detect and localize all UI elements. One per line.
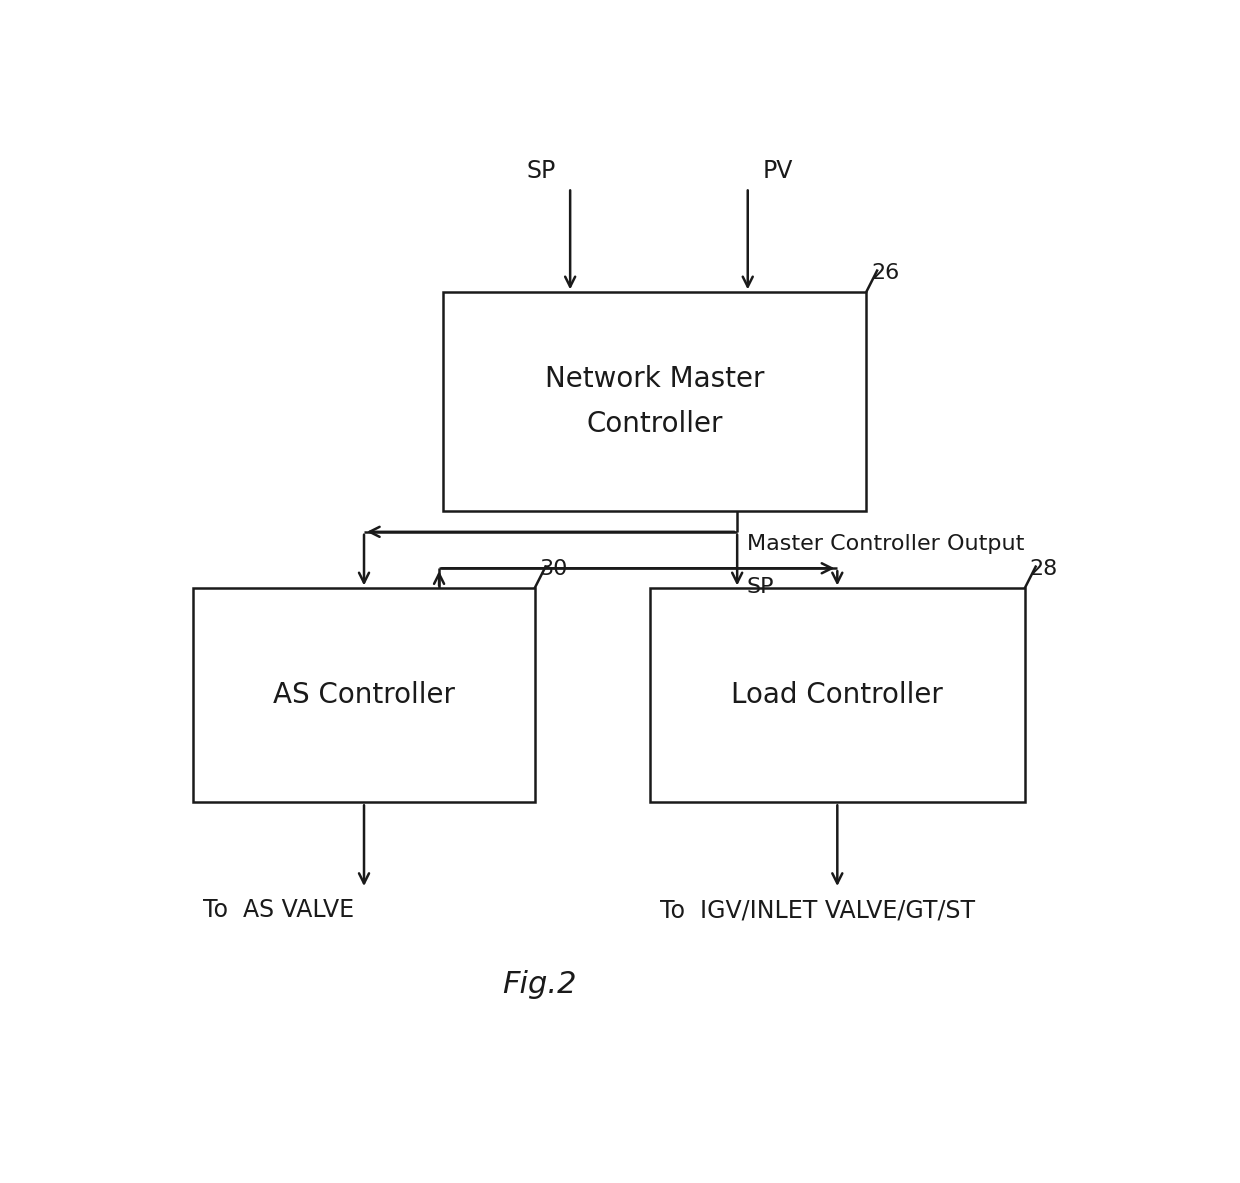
Text: SP: SP <box>746 577 774 597</box>
Text: PV: PV <box>763 159 792 183</box>
Text: 30: 30 <box>539 560 568 580</box>
Text: 28: 28 <box>1029 560 1058 580</box>
Text: To  AS VALVE: To AS VALVE <box>203 898 355 922</box>
Bar <box>193 588 534 802</box>
Text: Network Master
Controller: Network Master Controller <box>544 364 765 439</box>
Bar <box>444 292 866 511</box>
Text: Fig.2: Fig.2 <box>502 970 577 1000</box>
Text: Load Controller: Load Controller <box>732 681 944 710</box>
Text: To  IGV/INLET VALVE/GT/ST: To IGV/INLET VALVE/GT/ST <box>660 898 975 922</box>
Text: 26: 26 <box>870 263 899 283</box>
Text: SP: SP <box>527 159 556 183</box>
Text: Master Controller Output: Master Controller Output <box>746 534 1024 554</box>
Bar <box>650 588 1024 802</box>
Text: AS Controller: AS Controller <box>273 681 455 710</box>
